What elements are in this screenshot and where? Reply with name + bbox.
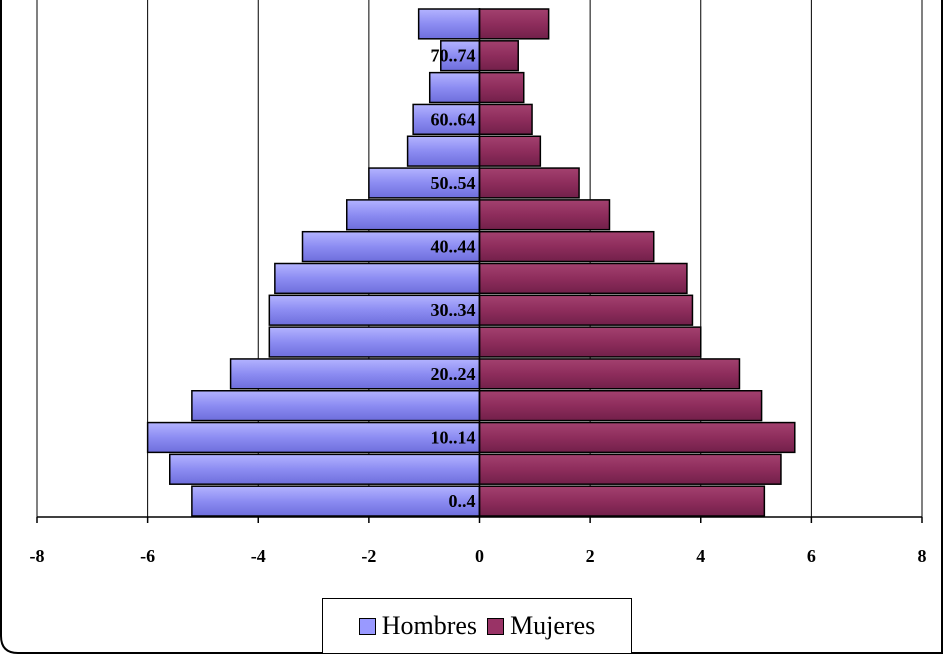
bar-mujeres-10..14 (478, 421, 796, 454)
legend-swatch-mujeres (487, 617, 505, 635)
x-tick-label: 8 (918, 546, 927, 566)
category-label: 20..24 (431, 364, 476, 384)
bar-hombres-10..14 (146, 421, 481, 454)
category-labels: 0..4 10..14 20..24 30..34 40..44 50..54 60..64… (431, 46, 476, 511)
bar-mujeres-50..54 (478, 167, 580, 199)
bar-mujeres-40..44 (478, 230, 655, 263)
bar-hombres-60..64 (412, 103, 481, 135)
bar-hombres-75+ (417, 8, 481, 40)
bar-mujeres-60..64 (478, 103, 533, 135)
category-label: 60..64 (431, 109, 476, 129)
bar-hombres-40..44 (301, 230, 481, 263)
bar-mujeres-0..4 (478, 485, 766, 517)
x-tick-label: -8 (30, 546, 45, 566)
bar-mujeres-70..74 (478, 40, 519, 72)
legend: Hombres Mujeres (322, 598, 632, 654)
x-tick-label: -2 (361, 546, 376, 566)
legend-swatch-hombres (358, 617, 376, 635)
category-label: 10..14 (431, 427, 476, 447)
bar-mujeres-15..19 (478, 390, 763, 422)
bar-hombres-5..9 (169, 453, 481, 485)
bar-mujeres-5..9 (478, 453, 782, 485)
legend-label-mujeres: Mujeres (510, 611, 596, 640)
legend-entry-hombres: Hombres (358, 611, 478, 641)
x-tick-label: -4 (251, 546, 266, 566)
x-tick-label: 4 (696, 546, 705, 566)
bar-mujeres-35..39 (478, 262, 688, 295)
bar-mujeres-65..69 (478, 71, 525, 104)
x-tick-label: 6 (807, 546, 816, 566)
bar-hombres-20..24 (229, 358, 481, 390)
bar-hombres-65..69 (428, 71, 481, 104)
bar-mujeres-20..24 (478, 358, 741, 390)
bar-mujeres-55..59 (478, 135, 542, 167)
bar-mujeres-30..34 (478, 294, 694, 326)
bar-mujeres-75+ (478, 8, 550, 40)
legend-label-hombres: Hombres (381, 611, 478, 640)
bar-mujeres-25..29 (478, 326, 702, 358)
category-label: 0..4 (449, 491, 476, 511)
bar-mujeres-45..49 (478, 199, 611, 231)
x-tick-label: 0 (475, 546, 484, 566)
bar-hombres-35..39 (274, 262, 481, 295)
bar-hombres-0..4 (191, 485, 481, 517)
x-axis: -8 -6 -4 -2 0 2 4 6 8 (30, 8, 927, 566)
category-label: 70..74 (431, 46, 476, 66)
bar-hombres-45..49 (346, 199, 481, 231)
bar-hombres-30..34 (268, 294, 481, 326)
legend-entry-mujeres: Mujeres (487, 611, 595, 641)
category-label: 40..44 (431, 237, 476, 257)
category-label: 50..54 (431, 173, 476, 193)
bar-hombres-50..54 (368, 167, 481, 199)
x-tick-label: 2 (586, 546, 595, 566)
x-tick-label: -6 (140, 546, 155, 566)
bar-hombres-55..59 (406, 135, 481, 167)
bar-hombres-15..19 (191, 390, 481, 422)
bar-hombres-25..29 (268, 326, 481, 358)
category-label: 30..34 (431, 300, 476, 320)
